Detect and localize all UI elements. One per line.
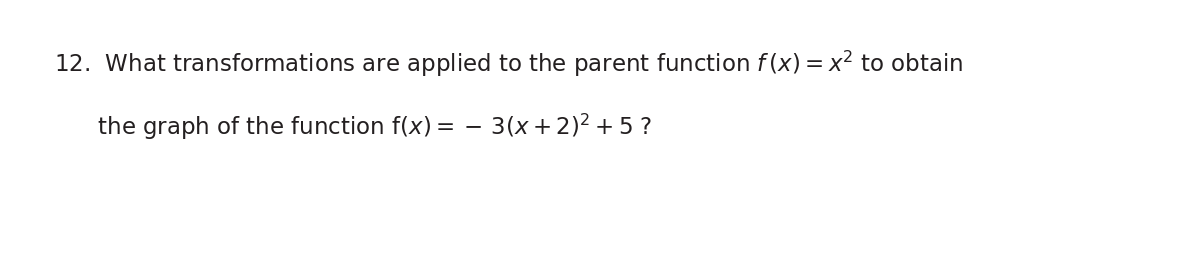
Text: 12.  What transformations are applied to the parent function $f\,(x) = x^2$ to o: 12. What transformations are applied to … [54,48,964,79]
Text: the graph of the function $\mathrm{f}(x) = -\, 3(x + 2)^2 + 5\;$?: the graph of the function $\mathrm{f}(x)… [54,112,652,142]
